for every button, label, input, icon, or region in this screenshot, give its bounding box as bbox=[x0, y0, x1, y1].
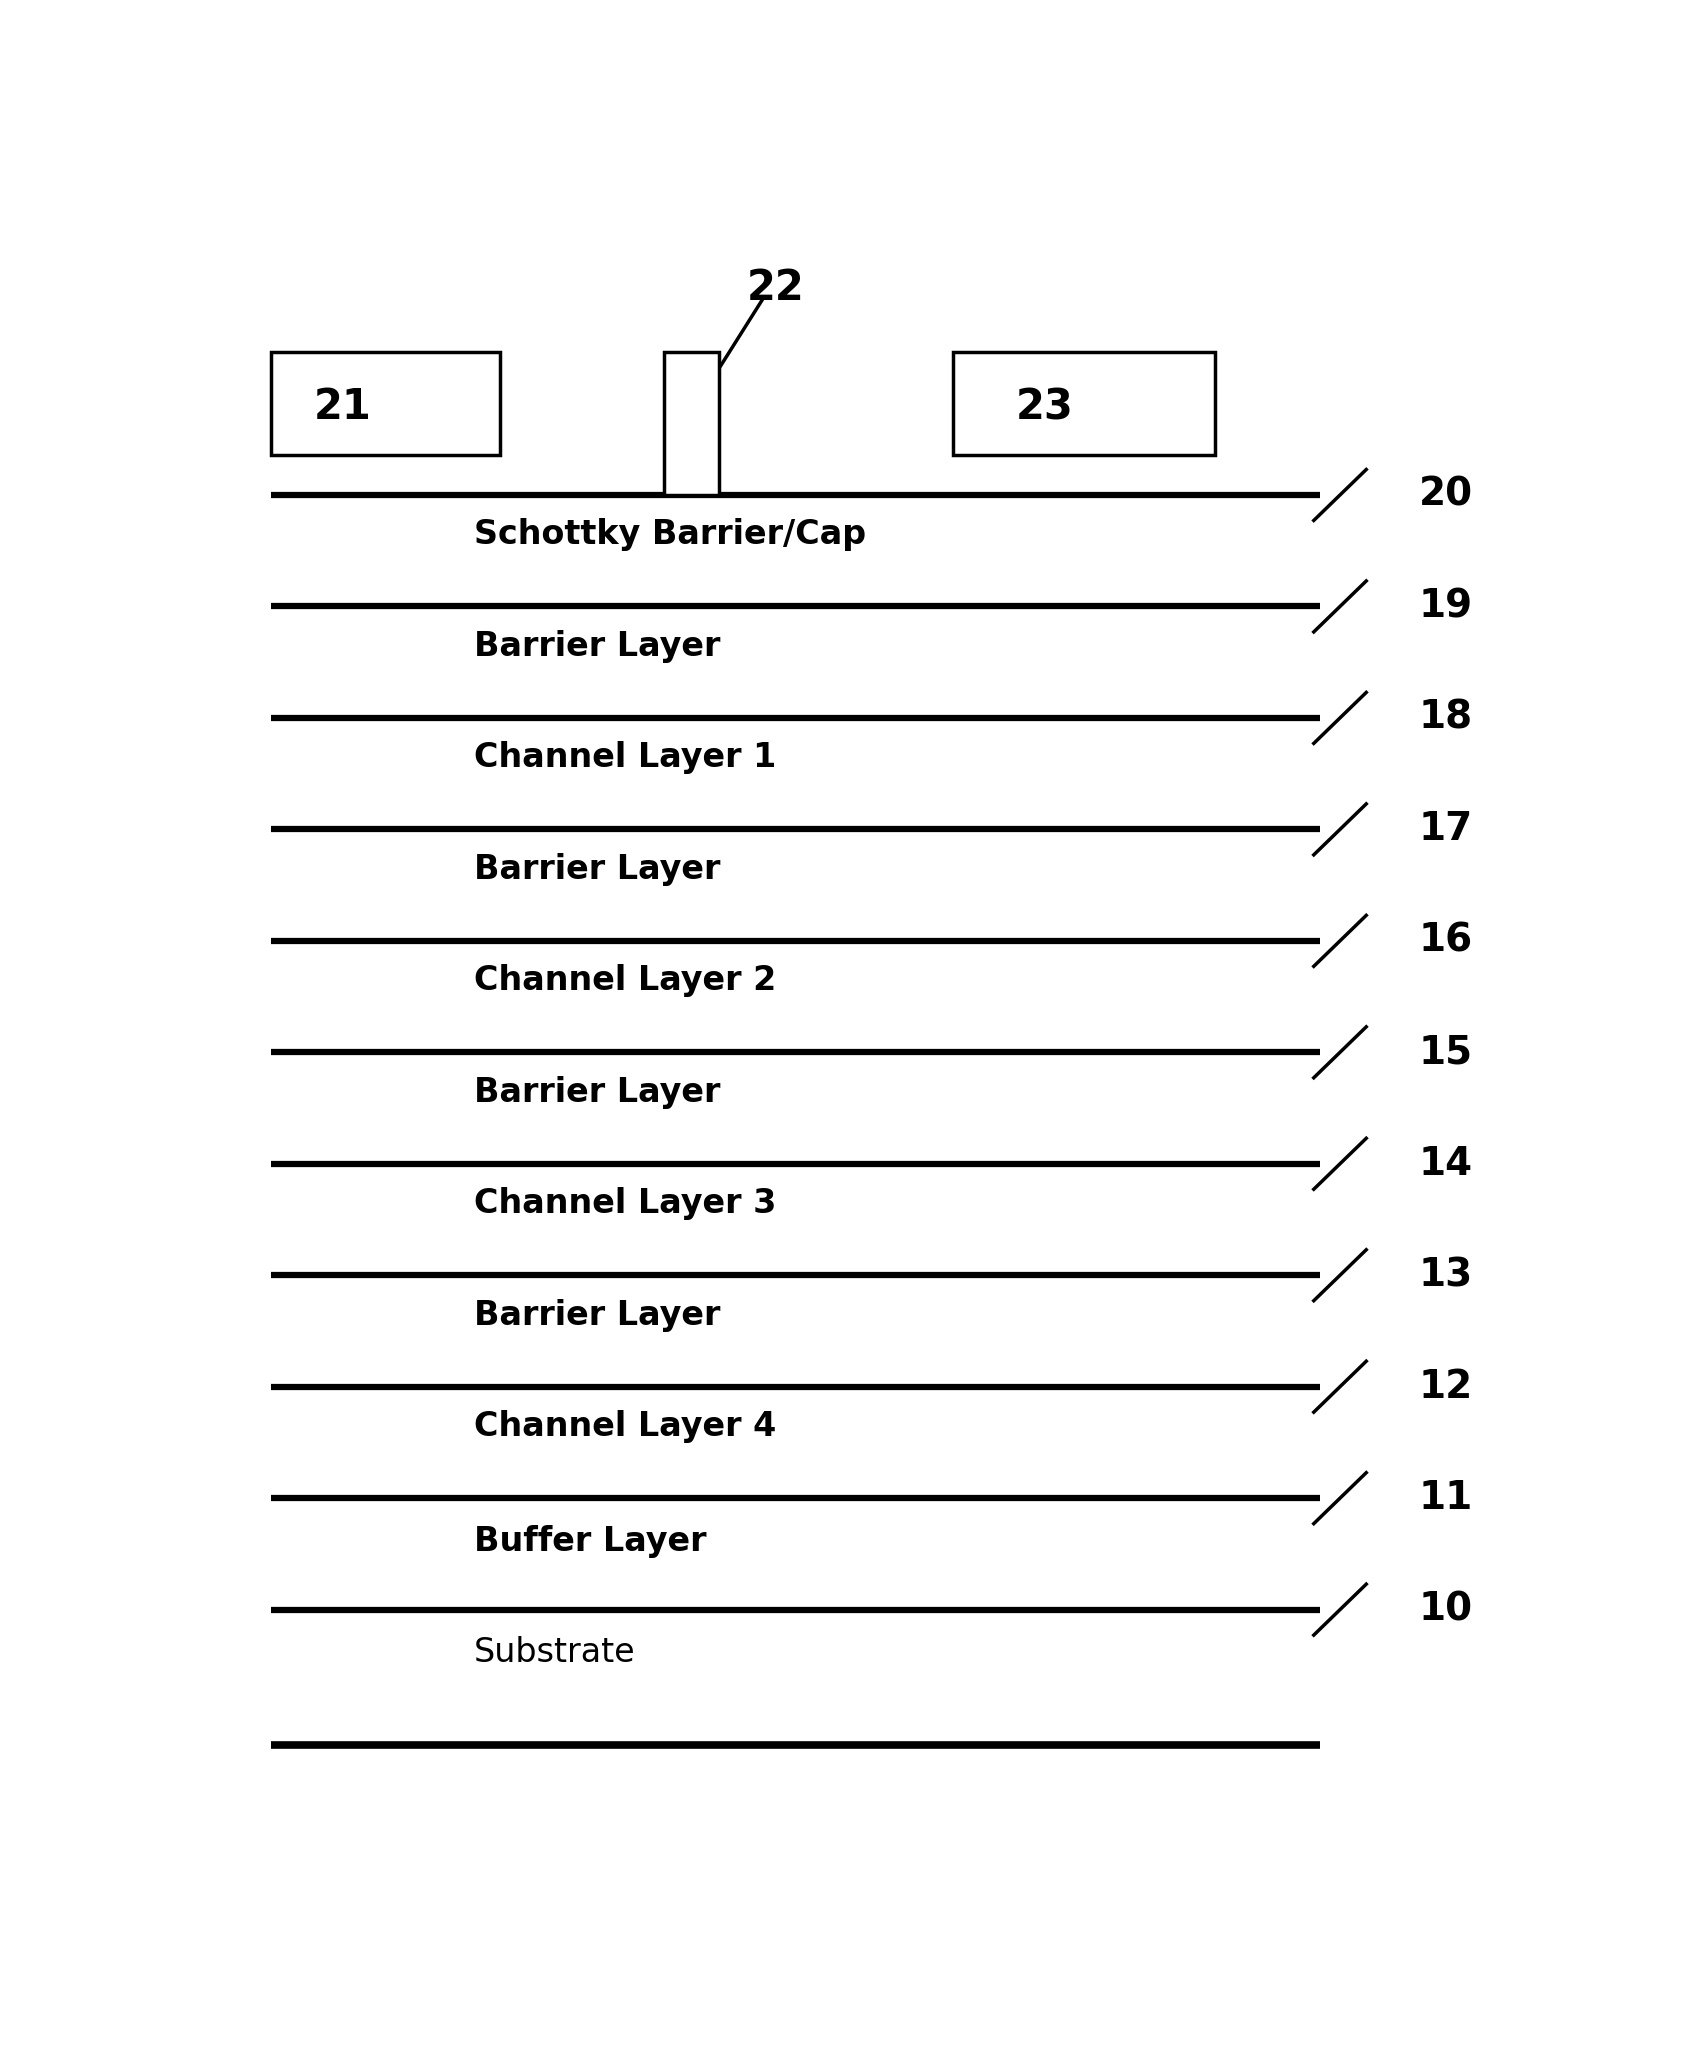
Text: 20: 20 bbox=[1419, 476, 1473, 515]
Text: Schottky Barrier/Cap: Schottky Barrier/Cap bbox=[474, 519, 867, 552]
Text: 17: 17 bbox=[1419, 811, 1473, 848]
Text: 21: 21 bbox=[313, 387, 372, 428]
Text: Barrier Layer: Barrier Layer bbox=[474, 852, 721, 885]
Bar bbox=[664, 352, 720, 494]
Text: Channel Layer 4: Channel Layer 4 bbox=[474, 1410, 777, 1443]
Text: Channel Layer 3: Channel Layer 3 bbox=[474, 1187, 777, 1220]
Text: 10: 10 bbox=[1419, 1590, 1473, 1630]
Text: 11: 11 bbox=[1419, 1479, 1473, 1518]
Text: 18: 18 bbox=[1419, 699, 1473, 736]
Text: 14: 14 bbox=[1419, 1146, 1473, 1183]
Bar bbox=[271, 352, 501, 455]
Text: 12: 12 bbox=[1419, 1367, 1473, 1406]
Text: Substrate: Substrate bbox=[474, 1636, 635, 1669]
Text: 15: 15 bbox=[1419, 1034, 1473, 1071]
Text: 13: 13 bbox=[1419, 1255, 1473, 1295]
Text: Barrier Layer: Barrier Layer bbox=[474, 631, 721, 662]
Bar bbox=[953, 352, 1216, 455]
Text: 22: 22 bbox=[747, 267, 804, 308]
Text: Channel Layer 1: Channel Layer 1 bbox=[474, 740, 777, 773]
Text: 19: 19 bbox=[1419, 587, 1473, 625]
Text: 16: 16 bbox=[1419, 922, 1473, 960]
Text: Barrier Layer: Barrier Layer bbox=[474, 1075, 721, 1108]
Text: Buffer Layer: Buffer Layer bbox=[474, 1524, 706, 1557]
Text: 23: 23 bbox=[1016, 387, 1073, 428]
Text: Channel Layer 2: Channel Layer 2 bbox=[474, 964, 777, 997]
Text: Barrier Layer: Barrier Layer bbox=[474, 1299, 721, 1332]
